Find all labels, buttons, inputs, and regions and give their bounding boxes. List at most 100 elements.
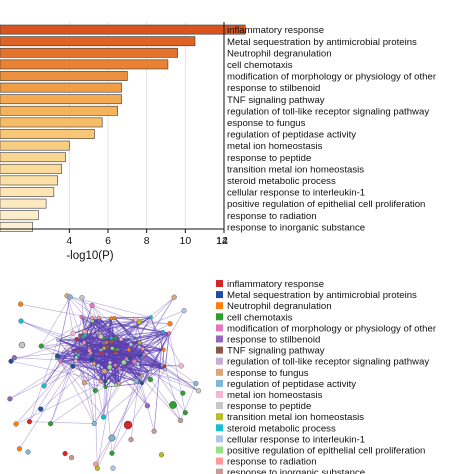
term-label: inflammatory response <box>227 25 324 36</box>
term-label: transition metal ion homeostasis <box>227 164 364 175</box>
network-edge <box>50 366 74 424</box>
network-node <box>103 379 108 384</box>
legend-item: transition metal ion homeostasis <box>216 412 364 423</box>
legend-item: response to radiation <box>216 457 317 468</box>
network-node <box>41 383 47 389</box>
legend-swatch <box>216 468 223 474</box>
network-edge <box>180 383 197 421</box>
network-node <box>101 340 106 345</box>
network-edge <box>60 361 105 372</box>
network-edge <box>164 366 199 392</box>
network-node <box>167 331 172 336</box>
network-node <box>68 347 73 352</box>
network-node <box>131 359 138 365</box>
network-edge <box>111 341 125 363</box>
network-node <box>67 294 73 300</box>
network-edge <box>9 352 102 400</box>
network-node <box>70 363 76 369</box>
network-node <box>124 356 129 361</box>
network-node <box>177 417 184 424</box>
network-node <box>78 333 83 338</box>
network-node <box>158 452 165 458</box>
legend-swatch <box>216 280 223 287</box>
legend-label: cell chemotaxis <box>227 312 293 323</box>
network-edge <box>168 333 186 413</box>
legend-label: Neutrophil degranulation <box>227 301 332 312</box>
network-edge <box>115 365 163 386</box>
network-node <box>91 420 97 427</box>
network-node <box>91 361 96 366</box>
network-edge <box>114 317 171 325</box>
network-node <box>110 465 116 471</box>
network-edge <box>50 335 81 424</box>
network-node <box>171 294 177 300</box>
network-node <box>73 358 78 363</box>
network-edge <box>40 348 113 410</box>
network-edge <box>103 319 136 344</box>
network-node <box>147 370 152 375</box>
network-edge <box>91 317 105 372</box>
network-edge <box>50 363 139 424</box>
network-edge <box>94 355 141 424</box>
legend-label: response to inorganic substance <box>227 468 365 474</box>
network-edge <box>84 331 135 362</box>
term-label: regulation of peptidase activity <box>227 130 356 141</box>
network-edge <box>100 352 106 382</box>
network-edge <box>66 295 163 333</box>
network-edge <box>111 341 129 350</box>
network-node <box>195 388 202 394</box>
legend-label: response to radiation <box>227 457 317 468</box>
term-label: TNF signaling pathway <box>227 95 325 106</box>
network-edge <box>66 295 81 336</box>
legend-item: regulation of toll-like receptor signali… <box>216 357 429 368</box>
legend-item: cell chemotaxis <box>216 312 293 323</box>
network-node <box>180 390 186 396</box>
x-tick-label: 12 <box>216 235 228 247</box>
network-edge <box>15 381 106 425</box>
network-node <box>74 336 79 341</box>
network-edge <box>57 339 96 391</box>
network-edge <box>41 345 77 358</box>
network-node <box>13 421 19 427</box>
network-node <box>160 329 165 334</box>
bar <box>0 47 178 58</box>
network-node <box>119 337 124 342</box>
network-node <box>140 346 145 351</box>
legend-item: Neutrophil degranulation <box>216 301 332 312</box>
network-edge <box>162 331 182 367</box>
network-node <box>79 295 85 301</box>
network-edge <box>118 296 175 384</box>
legend-item: response to peptide <box>216 401 311 412</box>
network-edge <box>43 333 74 387</box>
network-node <box>114 383 119 388</box>
network-edge <box>56 296 71 359</box>
network-edge <box>97 375 143 469</box>
network-edge <box>84 370 105 384</box>
legend-swatch <box>216 291 223 299</box>
legend-swatch <box>216 346 223 354</box>
network-node <box>112 315 117 320</box>
network-edge <box>109 362 148 406</box>
network-node <box>101 368 108 374</box>
network-edge <box>97 365 116 469</box>
legend-item: response to stilbenoid <box>216 335 320 346</box>
network-edge <box>115 321 140 350</box>
network-edge <box>120 339 148 406</box>
network-node <box>148 315 153 320</box>
bar <box>0 105 118 116</box>
network-node <box>144 403 150 409</box>
bar <box>0 94 122 105</box>
term-label: Metal sequestration by antimicrobial pro… <box>227 37 417 48</box>
legend-label: Metal sequestration by antimicrobial pro… <box>227 290 417 301</box>
network-edge <box>57 317 100 357</box>
network-edge <box>58 339 104 344</box>
bar <box>0 71 128 81</box>
network-node <box>108 434 116 442</box>
network-node <box>99 350 104 355</box>
x-tick-label: 8 <box>144 235 150 247</box>
network-edge <box>130 344 155 432</box>
network-nodes <box>7 293 202 471</box>
